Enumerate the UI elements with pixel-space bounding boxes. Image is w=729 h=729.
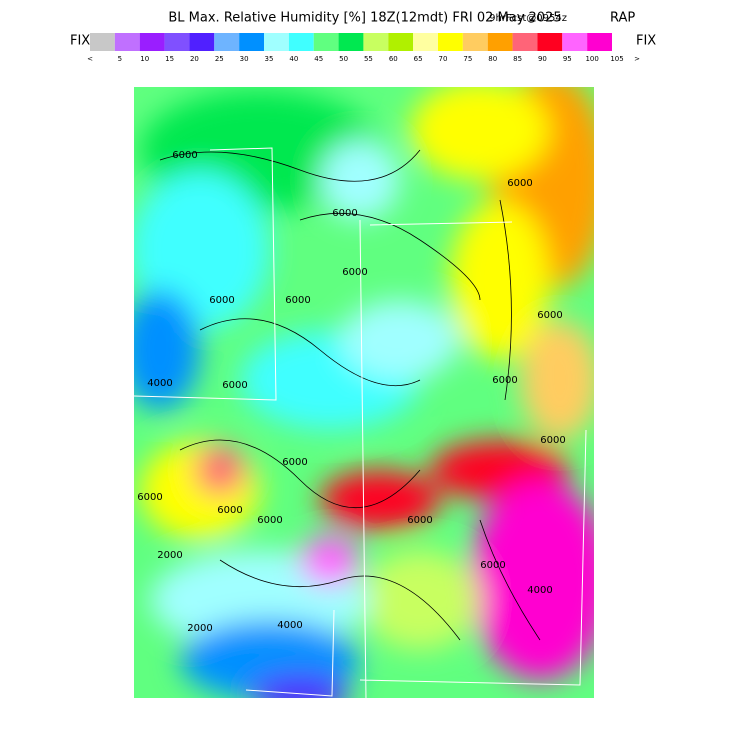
color-swatch (487, 33, 513, 51)
contour-label: 6000 (172, 150, 197, 161)
color-swatch (462, 33, 488, 51)
colorbar-label: 30 (240, 55, 249, 63)
colorbar-label: 25 (215, 55, 224, 63)
contour-label: 6000 (332, 208, 357, 219)
colorbar-label: 45 (314, 55, 323, 63)
contour-label: 2000 (187, 623, 212, 634)
colorbar-label: 55 (364, 55, 373, 63)
contour-label: 6000 (407, 515, 432, 526)
color-swatch (512, 33, 538, 51)
colorbar-label: 75 (463, 55, 472, 63)
colorbar-label: 20 (190, 55, 199, 63)
forecast: 9hrFcst@0954z (489, 13, 567, 24)
color-swatch (413, 33, 438, 51)
contour-label: 6000 (217, 505, 242, 516)
color-swatch (313, 33, 339, 51)
colorbar-label: 95 (563, 55, 572, 63)
colorbar-label: 80 (488, 55, 497, 63)
color-swatch (562, 33, 588, 51)
colorbar-label: 35 (265, 55, 274, 63)
colorbar-label: 100 (585, 55, 598, 63)
colorbar-label: 50 (339, 55, 348, 63)
color-swatch (114, 33, 140, 51)
contour-label: 6000 (257, 515, 282, 526)
contour-label: 4000 (147, 378, 172, 389)
color-swatch (189, 33, 215, 51)
title: BL Max. Relative Humidity [%] 18Z(12mdt)… (168, 11, 561, 26)
color-swatch (90, 33, 115, 51)
colorbar: <5 10 15 20 25 30 35 40 45 50 55 60 65 70 75 80 85 90 95 10… (87, 33, 640, 63)
contour-label: 6000 (222, 380, 247, 391)
fix-left: FIX (70, 34, 90, 49)
map: 6000 6000 6000 6000 6000 4000 6000 6000 6000 6000… (134, 87, 594, 698)
colorbar-label: > (634, 55, 640, 63)
colorbar-label: 85 (513, 55, 522, 63)
colorbar-label: 40 (289, 55, 298, 63)
colorbar-label: 15 (165, 55, 174, 63)
colorbar-label: 65 (414, 55, 423, 63)
colorbar-label: 5 (118, 55, 122, 63)
color-swatch (239, 33, 264, 51)
colorbar-label: 70 (439, 55, 448, 63)
contour-label: 2000 (157, 550, 182, 561)
color-swatch (388, 33, 414, 51)
contour-label: 6000 (285, 295, 310, 306)
colorbar-label: 10 (140, 55, 149, 63)
color-swatch (363, 33, 389, 51)
colorbar-label: 60 (389, 55, 398, 63)
color-swatch (338, 33, 364, 51)
contour-label: 6000 (537, 310, 562, 321)
contour-label: 6000 (282, 457, 307, 468)
colorbar-label: 105 (610, 55, 623, 63)
color-swatch (139, 33, 165, 51)
contour-label: 6000 (507, 178, 532, 189)
contour-label: 6000 (480, 560, 505, 571)
color-swatch (214, 33, 240, 51)
color-swatch (438, 33, 463, 51)
contour-label: 4000 (277, 620, 302, 631)
contour-label: 6000 (492, 375, 517, 386)
color-swatch (587, 33, 612, 51)
contour-label: 6000 (342, 267, 367, 278)
contour-label: 6000 (540, 435, 565, 446)
fix-right: FIX (636, 34, 656, 49)
colorbar-label: 90 (538, 55, 547, 63)
contour-label: 6000 (209, 295, 234, 306)
contour-label: 6000 (137, 492, 162, 503)
color-swatch (537, 33, 563, 51)
colorbar-label: < (87, 55, 93, 63)
color-swatch (264, 33, 289, 51)
color-swatch (288, 33, 314, 51)
color-swatch (164, 33, 190, 51)
model: RAP (610, 11, 635, 26)
contour-label: 4000 (527, 585, 552, 596)
